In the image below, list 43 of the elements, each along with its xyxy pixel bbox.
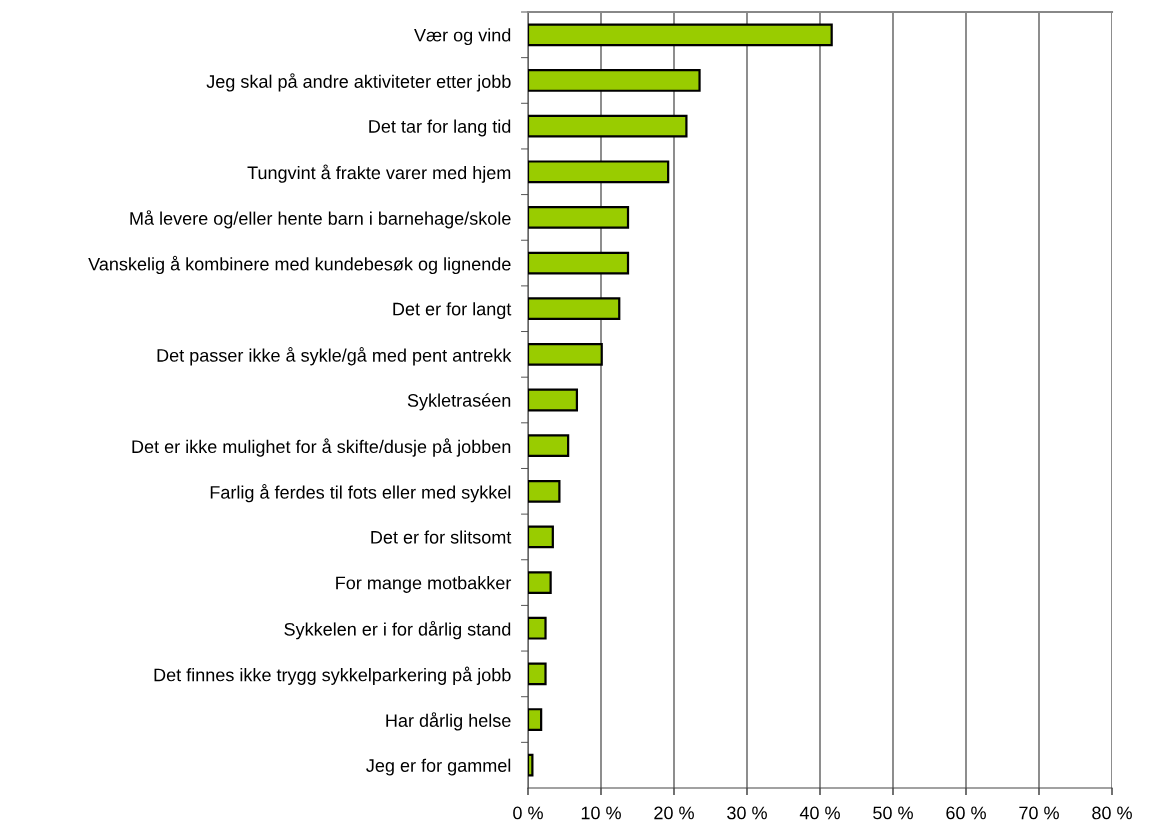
y-tick-label: Sykkelen er i for dårlig stand: [284, 620, 511, 640]
x-tick-label: 70 %: [1019, 806, 1059, 820]
bar: [528, 69, 701, 92]
bar: [528, 434, 570, 458]
y-tick-label: Har dårlig helse: [386, 712, 511, 731]
y-tick-label: Det passer ikke å sykle/gå med pent antrekk: [157, 347, 512, 366]
y-tick-label: Det finnes ikke trygg sykkelparkering på jobb: [154, 666, 511, 685]
x-tick-label: 60 %: [946, 806, 986, 820]
y-tick-label: Det er for slitsomt: [371, 530, 512, 544]
bar: [528, 114, 688, 138]
y-tick-label: Jeg er for gammel: [366, 758, 511, 776]
x-tick-label: 40 %: [799, 806, 840, 820]
y-tick-label: Farlig å ferdes til fots eller med sykkel: [210, 484, 511, 503]
x-tick-label: 30 %: [727, 806, 767, 820]
bar: [528, 160, 670, 184]
y-tick-label: Vær og vind: [414, 28, 511, 46]
bar: [528, 525, 554, 549]
bar: [528, 388, 579, 412]
bar: [528, 342, 603, 366]
bar: [528, 206, 630, 229]
bar: [528, 23, 833, 47]
x-tick-label: 80 %: [1092, 806, 1132, 820]
bar: [528, 753, 534, 777]
x-tick-label: 0 %: [513, 806, 543, 820]
bar: [528, 708, 543, 731]
y-tick-label: Det er for langt: [393, 302, 512, 319]
x-tick-label: 20 %: [654, 806, 694, 820]
x-tick-label: 50 %: [873, 806, 913, 820]
y-tick-label: Sykletraséen: [407, 393, 511, 411]
y-tick-label: Vanskelig å kombinere med kundebesøk og lignende: [88, 255, 511, 275]
bar: [528, 616, 547, 640]
bar: [528, 251, 630, 275]
y-tick-label: For mange motbakker: [336, 576, 512, 593]
y-tick-label: Jeg skal på andre aktiviteter etter jobb: [206, 73, 511, 92]
x-tick-label: 10 %: [581, 806, 621, 820]
y-tick-label: Det er ikke mulighet for å skifte/dusje på jobben: [132, 438, 511, 457]
y-tick-label: Det tar for lang tid: [369, 119, 511, 137]
bar: [528, 297, 621, 321]
y-tick-label: Tungvint å frakte varer med hjem: [247, 164, 511, 183]
y-tick-label: Må levere og/eller hente barn i barnehage/skole: [130, 210, 511, 229]
bar: [528, 479, 561, 503]
bar: [528, 571, 552, 594]
bar: [528, 662, 547, 686]
